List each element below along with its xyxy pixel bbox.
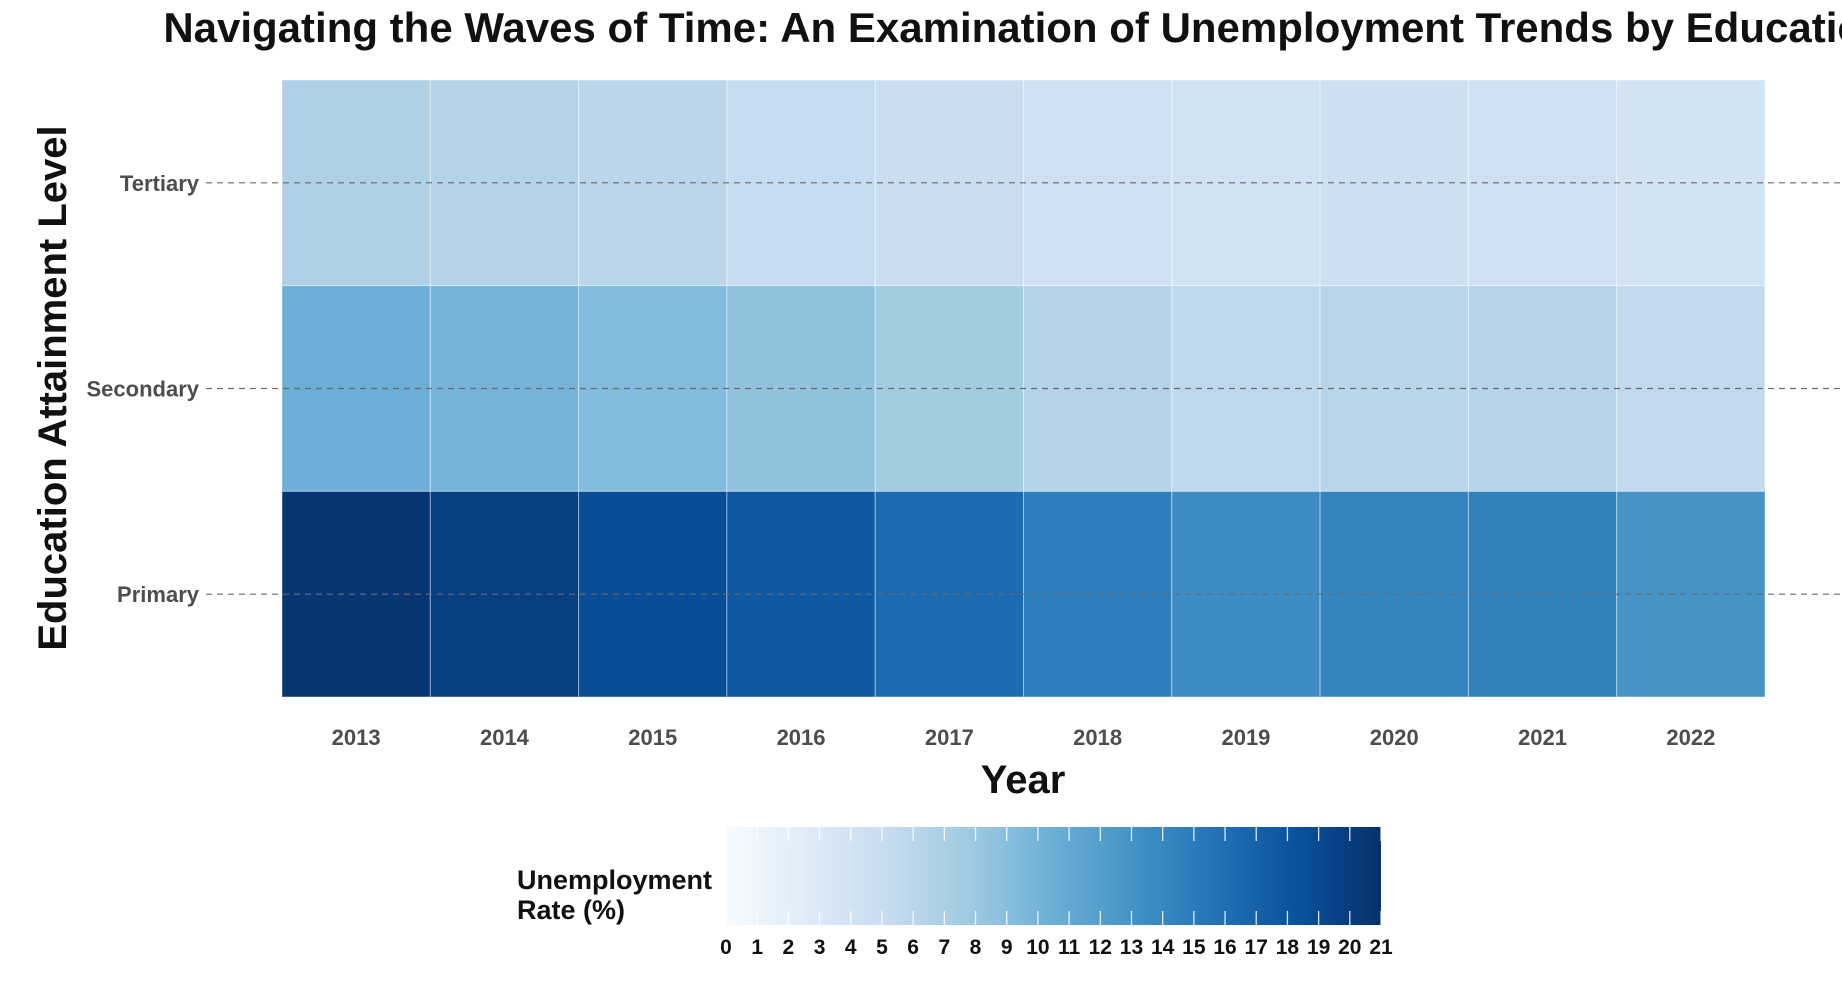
heatmap-cell-primary-2014 bbox=[429, 490, 580, 698]
legend-tick-label-5: 5 bbox=[876, 936, 888, 959]
legend-tick-label-18: 18 bbox=[1276, 936, 1300, 959]
legend-tick-label-19: 19 bbox=[1307, 936, 1330, 959]
x-tick-label-2020: 2020 bbox=[1370, 725, 1419, 750]
legend-tick-label-3: 3 bbox=[814, 936, 826, 959]
x-tick-label-2022: 2022 bbox=[1666, 725, 1715, 750]
x-tick-label-2016: 2016 bbox=[777, 725, 826, 750]
legend-tick-label-6: 6 bbox=[907, 936, 919, 959]
x-tick-label-2015: 2015 bbox=[628, 725, 677, 750]
legend-tick-label-15: 15 bbox=[1182, 936, 1206, 959]
y-tick-label-secondary: Secondary bbox=[87, 377, 200, 402]
legend-colorbar bbox=[726, 827, 1381, 925]
x-axis-title: Year bbox=[981, 758, 1066, 802]
legend-tick-label-13: 13 bbox=[1120, 936, 1143, 959]
legend-tick-label-2: 2 bbox=[783, 936, 795, 959]
chart-title: Navigating the Waves of Time: An Examina… bbox=[163, 4, 1842, 51]
gridlines bbox=[206, 182, 1842, 595]
y-tick-label-primary: Primary bbox=[117, 582, 200, 607]
legend-tick-label-0: 0 bbox=[720, 936, 732, 959]
y-axis-title: Education Attainment Level bbox=[31, 125, 75, 650]
legend-tick-label-21: 21 bbox=[1369, 936, 1393, 959]
legend-title-line-1: Unemployment bbox=[517, 865, 712, 895]
x-tick-label-2021: 2021 bbox=[1518, 725, 1567, 750]
legend-tick-label-10: 10 bbox=[1026, 936, 1049, 959]
legend-tick-label-4: 4 bbox=[845, 936, 857, 959]
legend-tick-label-14: 14 bbox=[1151, 936, 1175, 959]
legend-tick-label-1: 1 bbox=[751, 936, 763, 959]
legend-tick-label-17: 17 bbox=[1245, 936, 1268, 959]
x-tick-label-2013: 2013 bbox=[332, 725, 381, 750]
legend-tick-label-11: 11 bbox=[1058, 936, 1081, 959]
legend-title-line-2: Rate (%) bbox=[517, 895, 625, 925]
legend-tick-label-16: 16 bbox=[1213, 936, 1236, 959]
legend-tick-label-12: 12 bbox=[1089, 936, 1112, 959]
x-tick-label-2014: 2014 bbox=[480, 725, 530, 750]
legend-tick-label-8: 8 bbox=[970, 936, 982, 959]
x-tick-label-2018: 2018 bbox=[1073, 725, 1122, 750]
legend-tick-label-7: 7 bbox=[938, 936, 950, 959]
legend-tick-label-9: 9 bbox=[1001, 936, 1013, 959]
x-tick-label-2019: 2019 bbox=[1221, 725, 1270, 750]
heatmap-cell-secondary-2016 bbox=[726, 285, 876, 492]
x-tick-label-2017: 2017 bbox=[925, 725, 974, 750]
y-tick-label-tertiary: Tertiary bbox=[120, 171, 200, 196]
legend-tick-label-20: 20 bbox=[1338, 936, 1361, 959]
